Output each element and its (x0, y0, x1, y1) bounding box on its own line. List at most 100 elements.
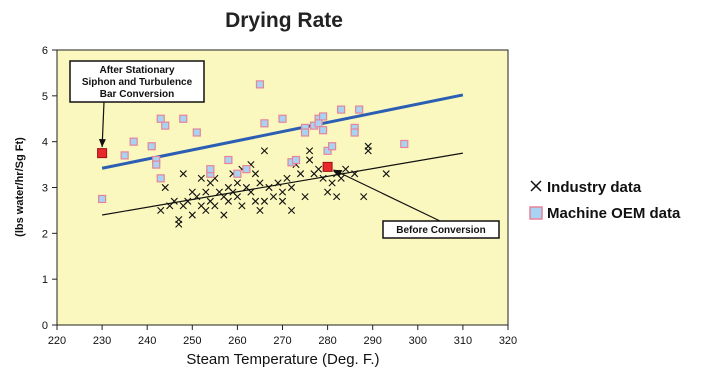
industry-point (278, 188, 287, 196)
oem-point (318, 112, 328, 121)
industry-point (296, 170, 305, 178)
oem-point (156, 114, 165, 123)
oem-point (323, 146, 332, 155)
industry-point (333, 193, 341, 201)
x-tick-label: 320 (499, 335, 517, 347)
x-tick-label: 280 (318, 335, 336, 347)
industry-point (193, 193, 201, 201)
oem-point (255, 80, 265, 89)
industry-point (251, 170, 260, 178)
legend-oem-marker (529, 206, 543, 220)
after-conversion-label-3: Bar Conversion (100, 89, 174, 100)
industry-point (382, 170, 390, 178)
industry-point (175, 220, 183, 228)
x-tick-label: 260 (228, 335, 246, 347)
legend-oem-label: Machine OEM data (547, 205, 681, 222)
oem-data-series (97, 80, 409, 204)
industry-point (360, 193, 368, 201)
legend: Industry data Machine OEM data (529, 179, 681, 222)
industry-point (161, 183, 169, 192)
y-axis-label: (lbs water/hr/Sg Ft) (14, 137, 26, 237)
industry-point (305, 147, 314, 155)
industry-point (319, 174, 327, 182)
x-tick-label: 270 (273, 335, 291, 347)
x-tick-label: 230 (93, 335, 111, 347)
x-tick-label: 310 (454, 335, 472, 347)
industry-point (305, 156, 314, 164)
industry-point (283, 174, 291, 182)
oem-point (120, 151, 129, 160)
oem-point (350, 128, 359, 137)
industry-point (251, 197, 260, 205)
chart-title: Drying Rate (225, 9, 343, 32)
industry-point (224, 197, 232, 205)
industry-point (364, 142, 372, 150)
industry-point (179, 170, 187, 178)
y-tick-label: 1 (42, 274, 48, 286)
industry-point (269, 193, 278, 201)
y-axis: 0 1 2 3 4 5 6 (42, 45, 57, 332)
legend-industry-label: Industry data (547, 179, 642, 196)
industry-point (328, 179, 336, 187)
industry-point (188, 211, 196, 219)
oem-point (291, 155, 301, 165)
industry-point (247, 188, 255, 196)
oem-point (97, 194, 107, 204)
before-conversion-point (322, 161, 333, 172)
oem-point (300, 128, 310, 137)
y-tick-label: 0 (42, 320, 48, 332)
industry-point (342, 165, 350, 173)
trend-lines (101, 93, 464, 216)
oem-point (337, 105, 346, 114)
before-conversion-box (382, 220, 500, 239)
industry-point (260, 197, 269, 205)
before-conversion-callout: Before Conversion (333, 169, 500, 239)
industry-point (287, 206, 296, 215)
industry-point (256, 179, 264, 187)
industry-point (220, 211, 228, 219)
oem-point (400, 139, 409, 149)
industry-point (265, 183, 273, 192)
oem-point (161, 121, 170, 130)
industry-point (197, 174, 205, 182)
industry-data-series (157, 142, 390, 228)
industry-point (287, 183, 296, 192)
industry-point (202, 206, 210, 215)
after-conversion-box (69, 60, 205, 103)
x-tick-label: 300 (409, 335, 427, 347)
industry-point (278, 197, 287, 205)
oem-point (328, 142, 337, 151)
industry-point (314, 165, 323, 173)
industry-point (260, 147, 269, 155)
industry-point (337, 174, 345, 182)
industry-point (184, 197, 192, 205)
x-axis-label: Steam Temperature (Deg. F.) (186, 351, 379, 368)
oem-point (224, 155, 233, 165)
after-conversion-callout: After Stationary Siphon and Turbulence B… (69, 60, 205, 148)
oem-point (192, 128, 201, 137)
oem-trend-line (101, 93, 464, 170)
oem-point (156, 174, 165, 183)
legend-industry-marker (530, 180, 542, 192)
x-tick-label: 290 (364, 335, 382, 347)
industry-point (211, 202, 219, 210)
y-tick-label: 5 (42, 91, 48, 103)
x-tick-label: 240 (138, 335, 156, 347)
industry-point (301, 193, 309, 201)
oem-point (278, 114, 287, 123)
industry-point (256, 206, 264, 215)
after-conversion-label-2: Siphon and Turbulence (82, 77, 193, 88)
x-tick-label: 250 (183, 335, 201, 347)
industry-point (238, 202, 246, 210)
industry-point (274, 179, 282, 187)
industry-point (233, 179, 241, 187)
industry-point (170, 197, 178, 205)
y-tick-label: 4 (42, 137, 48, 149)
oem-point (242, 165, 251, 174)
before-conversion-arrowhead (333, 169, 343, 177)
oem-point (260, 119, 269, 128)
oem-point (314, 119, 323, 128)
industry-point (233, 193, 241, 201)
before-conversion-arrow (333, 169, 441, 222)
